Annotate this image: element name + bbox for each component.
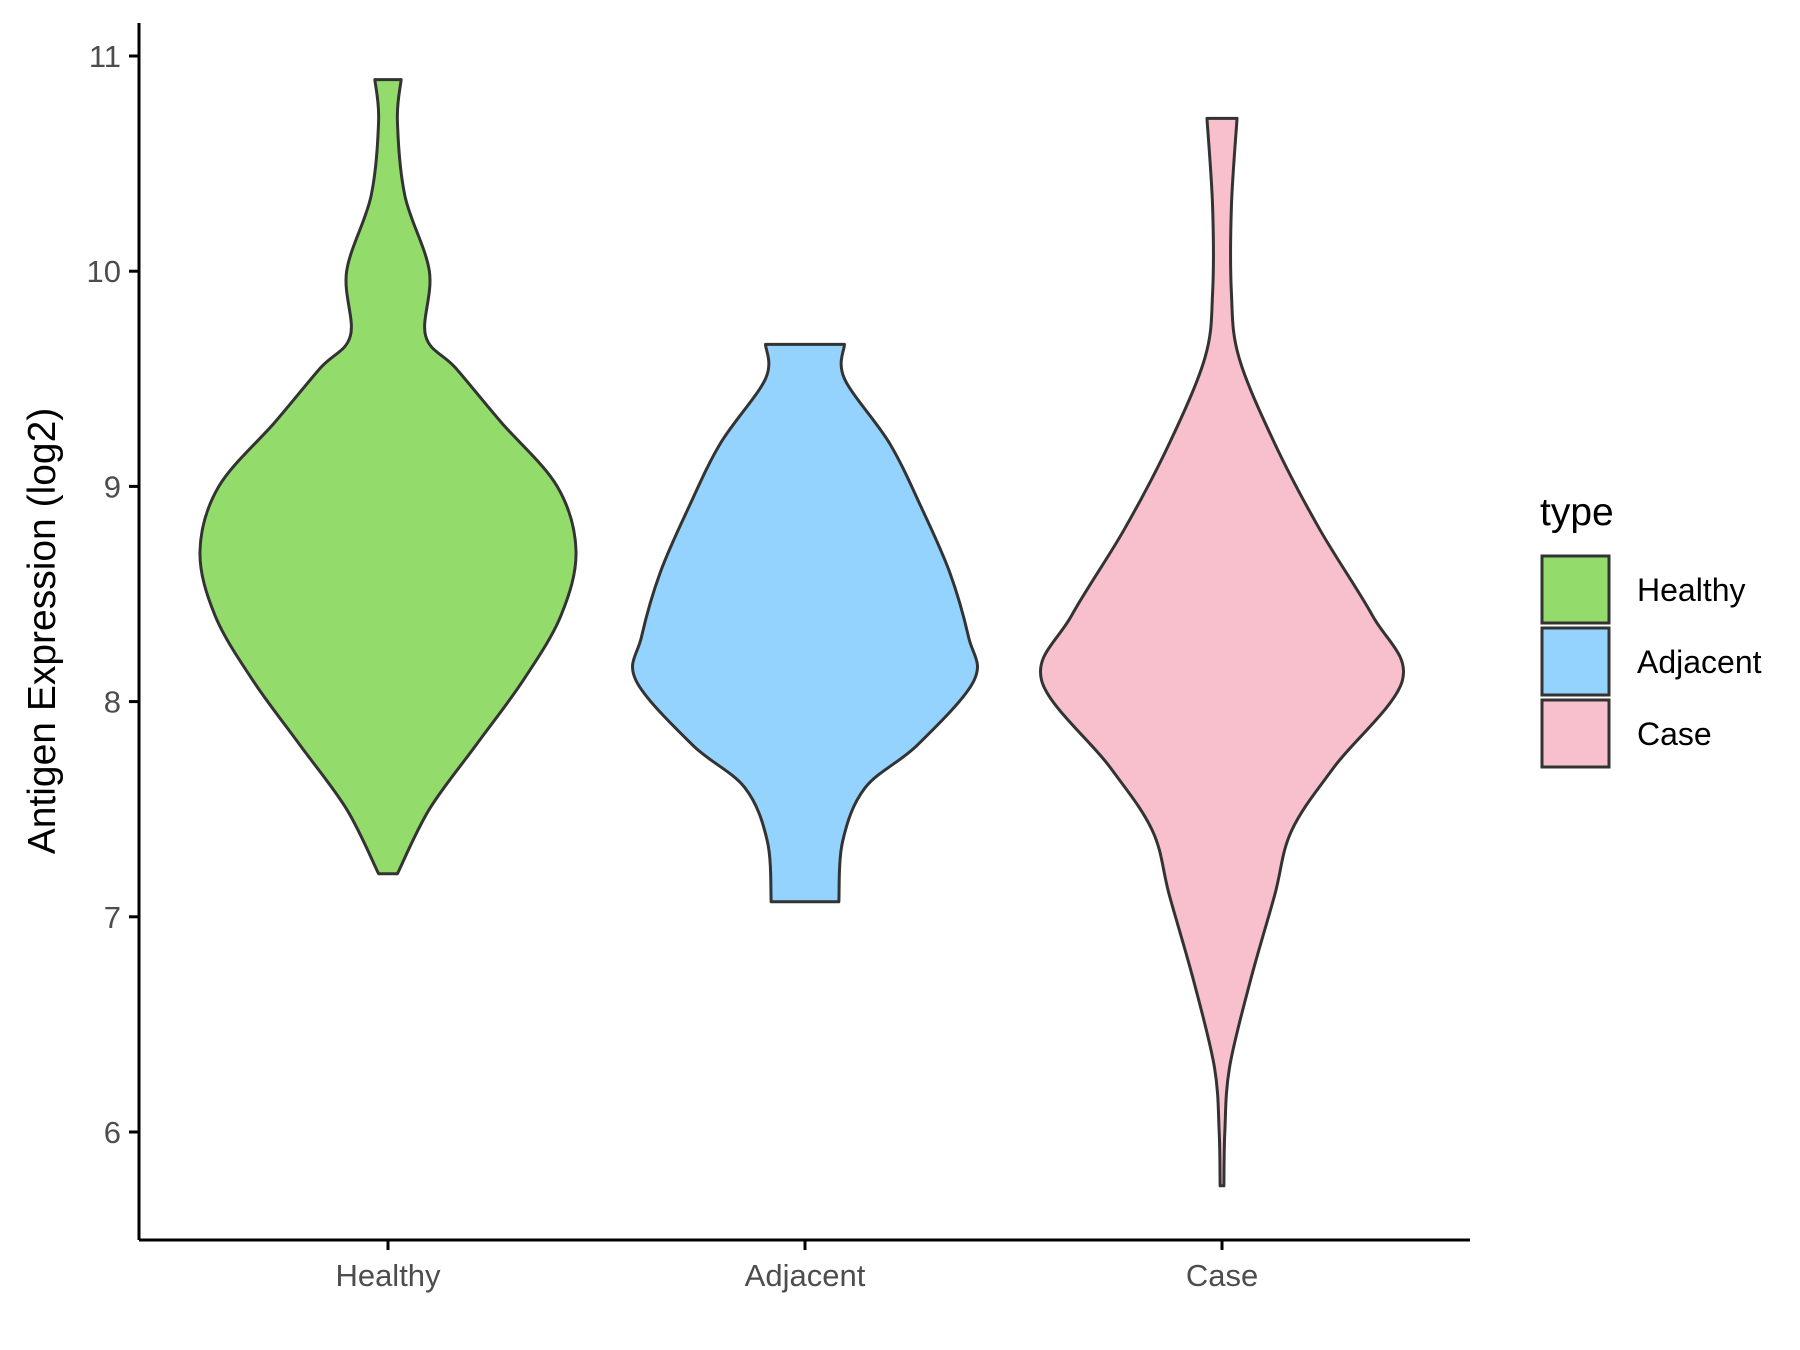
legend-label-case: Case: [1637, 716, 1712, 752]
legend-key-adjacent: [1540, 626, 1611, 697]
legend-label-healthy: Healthy: [1637, 572, 1746, 608]
x-tick-label: Case: [1186, 1258, 1258, 1293]
x-ticks: Healthy Adjacent Case: [335, 1240, 1258, 1293]
y-tick-label: 7: [104, 900, 121, 935]
violin-plot-area: [198, 78, 1406, 1188]
y-tick-label: 9: [104, 469, 121, 504]
legend-label-adjacent: Adjacent: [1637, 644, 1762, 680]
y-tick-label: 11: [89, 39, 121, 74]
violin-case: [1038, 116, 1406, 1188]
y-tick-label: 6: [104, 1115, 121, 1150]
legend-title: type: [1540, 491, 1614, 534]
legend: type Healthy Adjacent Case: [1540, 491, 1762, 769]
axes: 6 7 8 9 10 11 Healthy Adjacent Case Antigen Exp…: [21, 23, 1470, 1293]
legend-entries: Healthy Adjacent Case: [1540, 554, 1762, 769]
x-tick-label: Healthy: [335, 1258, 441, 1293]
y-tick-label: 8: [104, 685, 121, 720]
violin-adjacent: [631, 342, 979, 904]
y-tick-label: 10: [87, 254, 121, 289]
legend-key-case: [1540, 698, 1611, 769]
y-ticks: 6 7 8 9 10 11: [87, 39, 139, 1150]
legend-key-healthy: [1540, 554, 1611, 625]
violin-healthy: [198, 78, 578, 876]
y-axis-title: Antigen Expression (log2): [21, 408, 64, 855]
x-tick-label: Adjacent: [745, 1258, 866, 1293]
